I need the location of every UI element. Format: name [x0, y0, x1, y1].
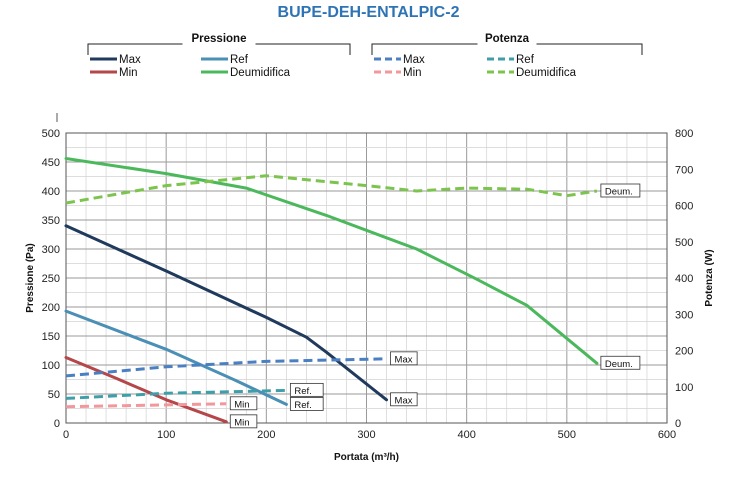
legend-heading-bg: [182, 36, 256, 48]
y2-tick-label: 700: [675, 164, 693, 176]
legend-heading-bg: [477, 36, 537, 48]
y-tick-label: 300: [42, 244, 60, 256]
y-tick-label: 200: [42, 302, 60, 314]
end-label: Min: [234, 399, 249, 410]
y-tick-label: 0: [54, 418, 60, 430]
legend-entry: Min: [119, 67, 138, 79]
end-label: Max: [395, 354, 413, 365]
y-tick-label: 50: [48, 389, 60, 401]
series-pressione-deumidifica: [64, 157, 599, 365]
y2-tick-label: 100: [675, 382, 693, 394]
x-tick-label: 600: [658, 429, 676, 441]
x-tick-label: 400: [457, 429, 475, 441]
axes: 0 100 200 300 400 500 600050100150200250300350…: [25, 113, 715, 463]
legend-heading: Potenza: [485, 33, 530, 45]
end-label-box: [390, 392, 418, 407]
end-label-box: [390, 351, 418, 366]
legend-entry: Deumidifica: [230, 67, 291, 79]
end-label-box: [289, 397, 324, 411]
y-axis-label: Pressione (Pa): [25, 243, 36, 312]
end-label: Max: [395, 395, 413, 406]
end-label: Deum.: [605, 187, 633, 198]
y2-tick-label: 200: [675, 346, 693, 358]
x-tick-label: 100: [157, 429, 175, 441]
legend-entry: Min: [403, 67, 422, 79]
legend: Pressione Max Ref Min Deumidifica Potenza Max R…: [87, 33, 643, 79]
x-tick-label: 500: [558, 429, 576, 441]
x-tick-label: 0: [63, 429, 69, 441]
y2-tick-label: 600: [675, 201, 693, 213]
y-tick-label: 350: [42, 215, 60, 227]
legend-entry: Deumidifica: [516, 67, 577, 79]
legend-entry: Max: [119, 54, 141, 66]
series-potenza-max: [65, 357, 387, 378]
series-potenza-min: [65, 402, 227, 409]
legend-entry: Ref: [230, 54, 249, 66]
y-tick-label: 400: [42, 186, 60, 198]
x-tick-label: 300: [357, 429, 375, 441]
legend-heading: Pressione: [192, 33, 247, 45]
y-tick-label: 150: [42, 331, 60, 343]
end-label: Deum.: [605, 359, 633, 370]
y2-tick-label: 800: [675, 128, 693, 140]
series-pressione-ref: [64, 309, 288, 406]
legend-entry: Max: [403, 54, 425, 66]
y2-tick-label: 500: [675, 237, 693, 249]
chart-title: BUPE-DEH-ENTALPIC-2: [277, 4, 460, 21]
end-labels: Max Min Ref. Deum. Max Ref. Min Deum.: [229, 183, 641, 429]
end-label-box: [229, 414, 258, 429]
end-label-box: [600, 183, 641, 198]
x-tick-label: 200: [257, 429, 275, 441]
legend-entry: Ref: [516, 54, 535, 66]
end-label: Ref.: [294, 400, 311, 411]
y2-tick-label: 0: [675, 418, 681, 430]
end-label-box: [600, 355, 641, 370]
y-tick-label: 100: [42, 360, 60, 372]
end-label: Min: [234, 417, 249, 428]
end-label-box: [289, 382, 324, 397]
y2-tick-label: 300: [675, 309, 693, 321]
y-tick-label: 500: [42, 128, 60, 140]
y2-tick-label: 400: [675, 273, 693, 285]
end-label: Ref.: [294, 386, 311, 397]
grid: [65, 132, 668, 424]
series-potenza-deumidifica: [65, 174, 598, 205]
series-lines: [64, 157, 599, 424]
series-potenza-ref: [65, 388, 287, 400]
y-tick-label: 250: [42, 273, 60, 285]
plot-frame: [65, 132, 668, 424]
series-pressione-min: [64, 356, 228, 424]
x-axis-label: Portata (m³/h): [334, 452, 399, 463]
y2-axis-label: Potenza (W): [704, 249, 715, 306]
y-tick-label: 450: [42, 157, 60, 169]
end-label-box: [229, 396, 258, 411]
